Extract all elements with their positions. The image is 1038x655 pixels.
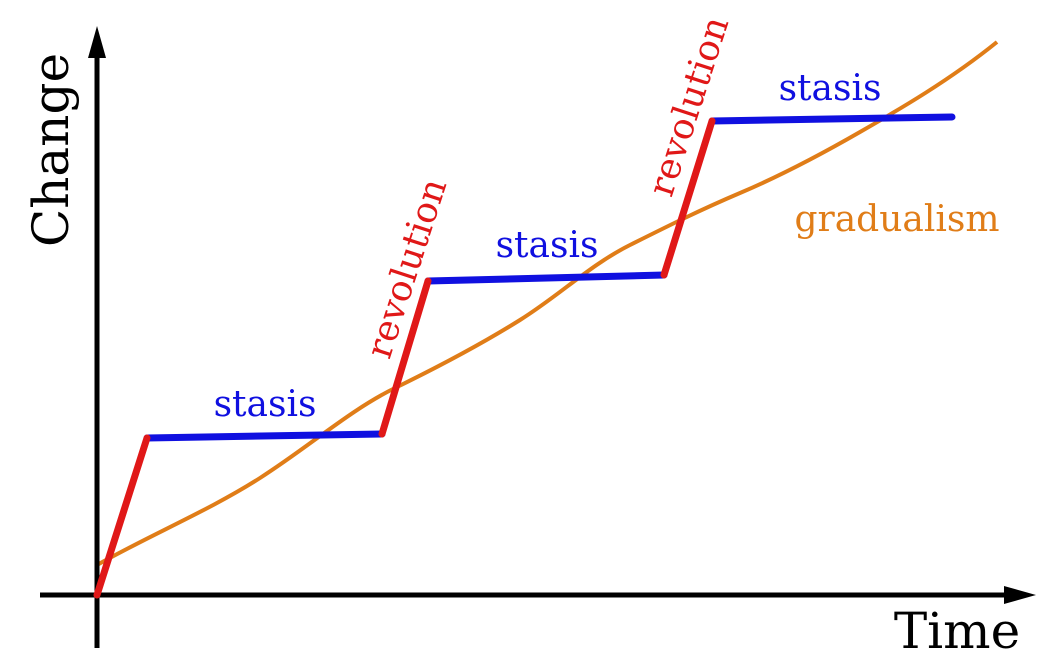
revolution-label: revolution — [359, 174, 455, 364]
stasis-segment — [143, 430, 386, 442]
revolution-segment — [660, 117, 716, 279]
x-axis-arrow — [1004, 586, 1036, 604]
gradualism-label: gradualism — [794, 199, 999, 240]
revolution-label: revolution — [641, 12, 737, 202]
stasis-label: stasis — [214, 384, 317, 425]
y-axis-arrow — [88, 26, 106, 58]
revolution-segment — [93, 434, 151, 599]
stasis-segments — [143, 113, 956, 442]
y-axis-label: Change — [22, 53, 80, 247]
revolution-segments — [93, 117, 716, 599]
stasis-segment — [424, 271, 668, 285]
gradualism-curve — [96, 40, 999, 567]
x-axis-label: Time — [894, 602, 1020, 655]
revolution-segment — [378, 277, 432, 438]
stasis-label: stasis — [779, 68, 882, 109]
stasis-segment — [708, 113, 956, 125]
stasis-label: stasis — [496, 225, 599, 266]
